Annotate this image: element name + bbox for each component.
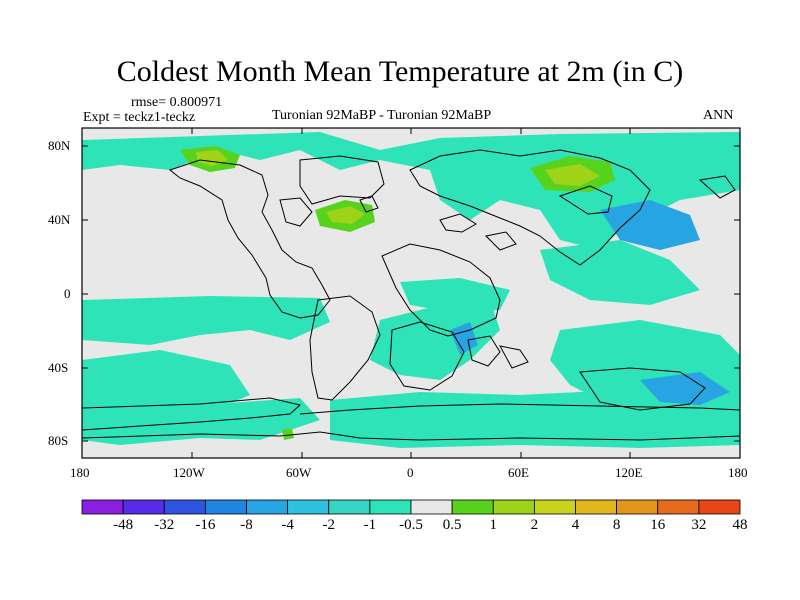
colorbar-box — [410, 499, 453, 515]
anomaly-field-blue — [450, 200, 730, 405]
colorbar-tick-label: -4 — [281, 517, 294, 533]
colorbar-box — [657, 499, 700, 515]
anomaly-field-green — [180, 146, 615, 440]
colorbar-tick-label: -1 — [363, 517, 377, 533]
period-label: ANN — [703, 108, 734, 123]
colorbar-tick-label: -32 — [154, 517, 175, 533]
colorbar-box — [328, 499, 371, 515]
colorbar-box — [533, 499, 576, 515]
colorbar-tick-label: 48 — [732, 517, 748, 533]
colorbar-tick-label: -0.5 — [399, 517, 423, 533]
colorbar-box — [616, 499, 659, 515]
colorbar-box — [287, 499, 330, 515]
plot-title: Coldest Month Mean Temperature at 2m (in… — [116, 55, 684, 88]
axis-ticks — [81, 128, 741, 458]
lon-tick-label: 120E — [615, 465, 643, 480]
experiment-label: Expt = teckz1-teckz — [83, 110, 196, 125]
colorbar-box — [81, 499, 124, 515]
coastlines — [82, 149, 740, 441]
colorbar-box — [575, 499, 618, 515]
lon-tick-label: 180 — [70, 465, 90, 480]
colorbar-tick-label: -8 — [240, 517, 253, 533]
colorbar-tick-label: -2 — [322, 517, 336, 533]
lon-tick-label: 120W — [173, 465, 205, 480]
colorbar-tick-label: 4 — [571, 517, 580, 533]
colorbar-tick-label: 0.5 — [442, 517, 462, 533]
colorbar-box — [122, 499, 165, 515]
colorbar-tick-label: 2 — [530, 517, 539, 533]
lon-tick-label: 180 — [728, 465, 748, 480]
colorbar-box — [204, 499, 247, 515]
lat-tick-label: 40N — [48, 212, 71, 227]
lat-tick-label: 80N — [48, 138, 71, 153]
colorbar-box — [163, 499, 206, 515]
colorbar-tick-label: 1 — [489, 517, 498, 533]
lon-tick-label: 60E — [508, 465, 529, 480]
colorbar-box — [492, 499, 535, 515]
colorbar-box — [698, 499, 741, 515]
lon-tick-label: 60W — [286, 465, 312, 480]
colorbar-box — [246, 499, 289, 515]
colorbar — [81, 499, 741, 515]
colorbar-box — [451, 499, 494, 515]
colorbar-tick-label: 32 — [691, 517, 707, 533]
colorbar-tick-label: -48 — [113, 517, 134, 533]
lat-tick-label: 0 — [64, 286, 71, 301]
lat-tick-label: 40S — [48, 360, 69, 375]
subtitle-label: Turonian 92MaBP - Turonian 92MaBP — [272, 108, 492, 123]
lat-tick-label: 80S — [48, 433, 69, 448]
colorbar-tick-label: 16 — [650, 517, 666, 533]
lon-tick-label: 0 — [407, 465, 414, 480]
rmse-label: rmse= 0.800971 — [131, 95, 223, 110]
colorbar-tick-label: -16 — [195, 517, 216, 533]
colorbar-tick-label: 8 — [612, 517, 621, 533]
colorbar-box — [369, 499, 412, 515]
